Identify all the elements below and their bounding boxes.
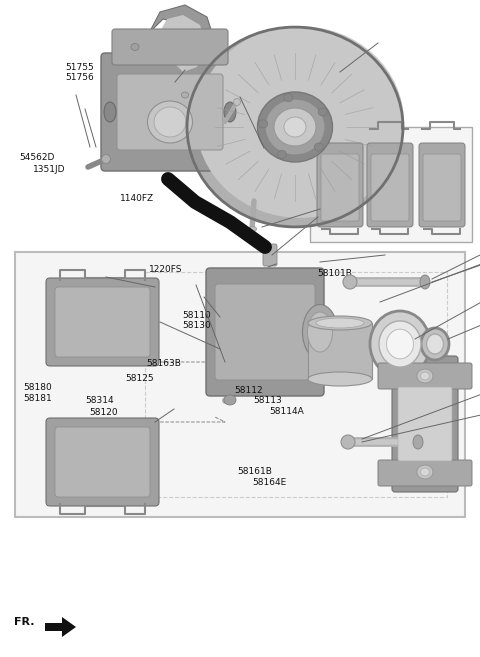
Ellipse shape	[420, 275, 430, 289]
Text: 58161B: 58161B	[238, 466, 273, 476]
Ellipse shape	[379, 321, 421, 367]
Text: 58164E: 58164E	[252, 478, 286, 487]
Bar	[145, 272, 447, 497]
Text: 58110
58130: 58110 58130	[182, 311, 211, 330]
FancyBboxPatch shape	[371, 154, 409, 221]
Ellipse shape	[420, 372, 430, 380]
Text: 51755
51756: 51755 51756	[65, 62, 94, 82]
Ellipse shape	[386, 329, 413, 359]
Ellipse shape	[427, 334, 444, 354]
FancyBboxPatch shape	[46, 418, 159, 506]
FancyBboxPatch shape	[112, 29, 228, 65]
FancyBboxPatch shape	[419, 143, 465, 227]
FancyBboxPatch shape	[46, 278, 159, 366]
Ellipse shape	[284, 117, 306, 137]
Ellipse shape	[284, 94, 293, 102]
Ellipse shape	[250, 227, 256, 231]
Ellipse shape	[104, 102, 116, 122]
Ellipse shape	[308, 316, 372, 330]
Text: 58101B: 58101B	[317, 269, 352, 279]
Text: FR.: FR.	[14, 617, 35, 627]
Ellipse shape	[154, 107, 186, 137]
Ellipse shape	[341, 435, 355, 449]
FancyBboxPatch shape	[367, 143, 413, 227]
Ellipse shape	[413, 435, 423, 449]
Ellipse shape	[417, 465, 433, 479]
Text: 58112: 58112	[234, 386, 263, 396]
Bar	[308, 323, 372, 379]
Ellipse shape	[233, 99, 240, 106]
FancyBboxPatch shape	[117, 74, 223, 150]
Polygon shape	[173, 82, 195, 112]
Ellipse shape	[259, 120, 268, 128]
Ellipse shape	[308, 312, 333, 352]
Text: 58162B: 58162B	[262, 359, 296, 368]
Ellipse shape	[147, 101, 192, 143]
Ellipse shape	[101, 154, 110, 164]
Text: 58163B: 58163B	[146, 359, 181, 368]
Ellipse shape	[277, 150, 287, 158]
Ellipse shape	[274, 108, 316, 146]
FancyBboxPatch shape	[215, 284, 315, 380]
Text: 54562D: 54562D	[19, 153, 55, 162]
FancyBboxPatch shape	[392, 356, 458, 492]
Text: 58144B: 58144B	[95, 443, 130, 453]
Ellipse shape	[131, 43, 139, 51]
Polygon shape	[45, 617, 76, 637]
Ellipse shape	[316, 318, 364, 328]
Ellipse shape	[417, 369, 433, 383]
FancyBboxPatch shape	[101, 53, 239, 171]
Text: 58113: 58113	[253, 396, 282, 405]
FancyBboxPatch shape	[317, 143, 363, 227]
Ellipse shape	[343, 275, 357, 289]
Ellipse shape	[314, 143, 324, 151]
Ellipse shape	[420, 468, 430, 476]
Ellipse shape	[370, 311, 430, 377]
Text: 58120: 58120	[89, 408, 118, 417]
Ellipse shape	[421, 328, 449, 360]
Ellipse shape	[224, 102, 236, 122]
Ellipse shape	[265, 99, 325, 155]
Text: 58164E: 58164E	[272, 369, 306, 378]
Text: 58314: 58314	[85, 396, 114, 405]
Text: 51712: 51712	[180, 41, 209, 51]
Text: 58144B: 58144B	[68, 483, 103, 492]
Text: 58125: 58125	[126, 374, 155, 383]
FancyBboxPatch shape	[378, 363, 472, 389]
Ellipse shape	[224, 395, 236, 405]
Bar	[310, 127, 472, 242]
Bar	[15, 252, 465, 517]
Ellipse shape	[257, 92, 333, 162]
Ellipse shape	[181, 92, 189, 98]
Text: 1220FS: 1220FS	[149, 265, 182, 274]
Text: 1140FZ: 1140FZ	[120, 194, 154, 203]
Ellipse shape	[318, 108, 327, 116]
FancyBboxPatch shape	[206, 268, 324, 396]
Polygon shape	[157, 15, 207, 72]
FancyBboxPatch shape	[398, 387, 452, 461]
Ellipse shape	[302, 304, 337, 359]
Text: 58180
58181: 58180 58181	[23, 383, 52, 403]
FancyBboxPatch shape	[55, 287, 150, 357]
Ellipse shape	[196, 26, 404, 218]
Polygon shape	[147, 5, 215, 82]
FancyBboxPatch shape	[423, 154, 461, 221]
FancyBboxPatch shape	[321, 154, 359, 221]
FancyBboxPatch shape	[55, 427, 150, 497]
Ellipse shape	[308, 372, 372, 386]
Text: 58114A: 58114A	[270, 407, 304, 416]
FancyBboxPatch shape	[378, 460, 472, 486]
FancyBboxPatch shape	[263, 244, 277, 266]
Ellipse shape	[187, 27, 403, 227]
Text: 1351JD: 1351JD	[33, 165, 65, 174]
